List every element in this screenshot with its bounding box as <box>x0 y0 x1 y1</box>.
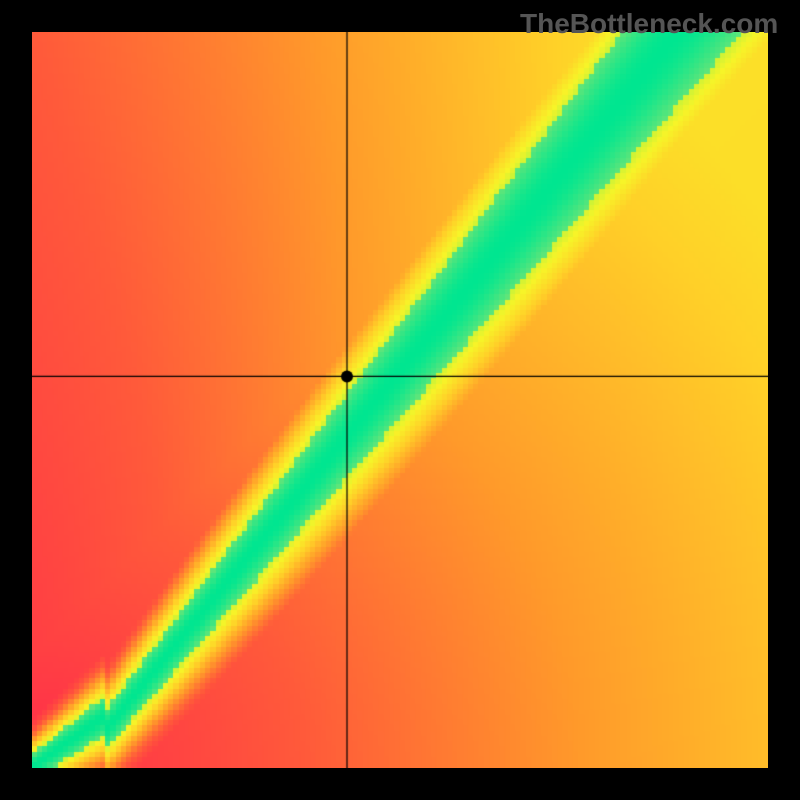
bottleneck-heatmap <box>32 32 768 768</box>
watermark-text: TheBottleneck.com <box>520 8 778 40</box>
chart-container: { "watermark": { "text": "TheBottleneck.… <box>0 0 800 800</box>
